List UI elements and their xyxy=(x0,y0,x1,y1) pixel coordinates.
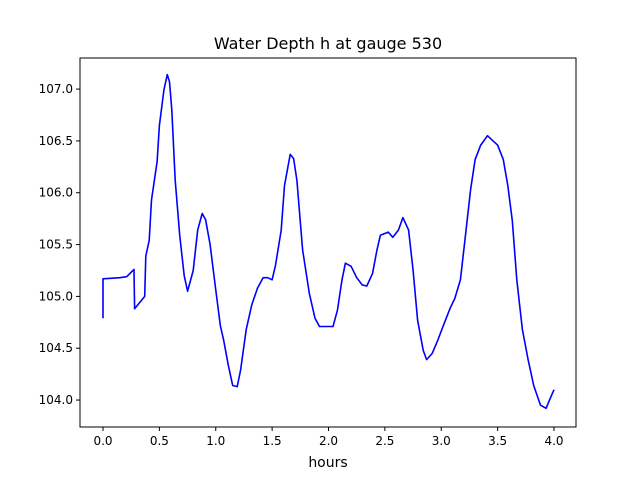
x-tick-label: 1.5 xyxy=(263,434,282,448)
x-axis-label: hours xyxy=(308,455,347,471)
y-tick-label: 106.5 xyxy=(39,134,73,148)
x-tick-label: 0.5 xyxy=(150,434,169,448)
y-tick-label: 104.5 xyxy=(39,341,73,355)
plot-frame xyxy=(79,57,577,428)
series-line-h xyxy=(102,73,555,410)
y-tick-label: 105.5 xyxy=(39,238,73,252)
x-tick-label: 4.0 xyxy=(544,434,563,448)
x-tick-label: 3.0 xyxy=(432,434,451,448)
y-tick-label: 105.0 xyxy=(39,289,73,303)
x-tick-label: 1.0 xyxy=(206,434,225,448)
y-tick-label: 104.0 xyxy=(39,393,73,407)
chart-title: Water Depth h at gauge 530 xyxy=(214,34,442,53)
x-tick-label: 0.0 xyxy=(93,434,112,448)
x-tick-label: 2.0 xyxy=(319,434,338,448)
x-tick-label: 2.5 xyxy=(375,434,394,448)
y-tick-label: 106.0 xyxy=(39,186,73,200)
y-tick-label: 107.0 xyxy=(39,82,73,96)
x-tick-label: 3.5 xyxy=(488,434,507,448)
